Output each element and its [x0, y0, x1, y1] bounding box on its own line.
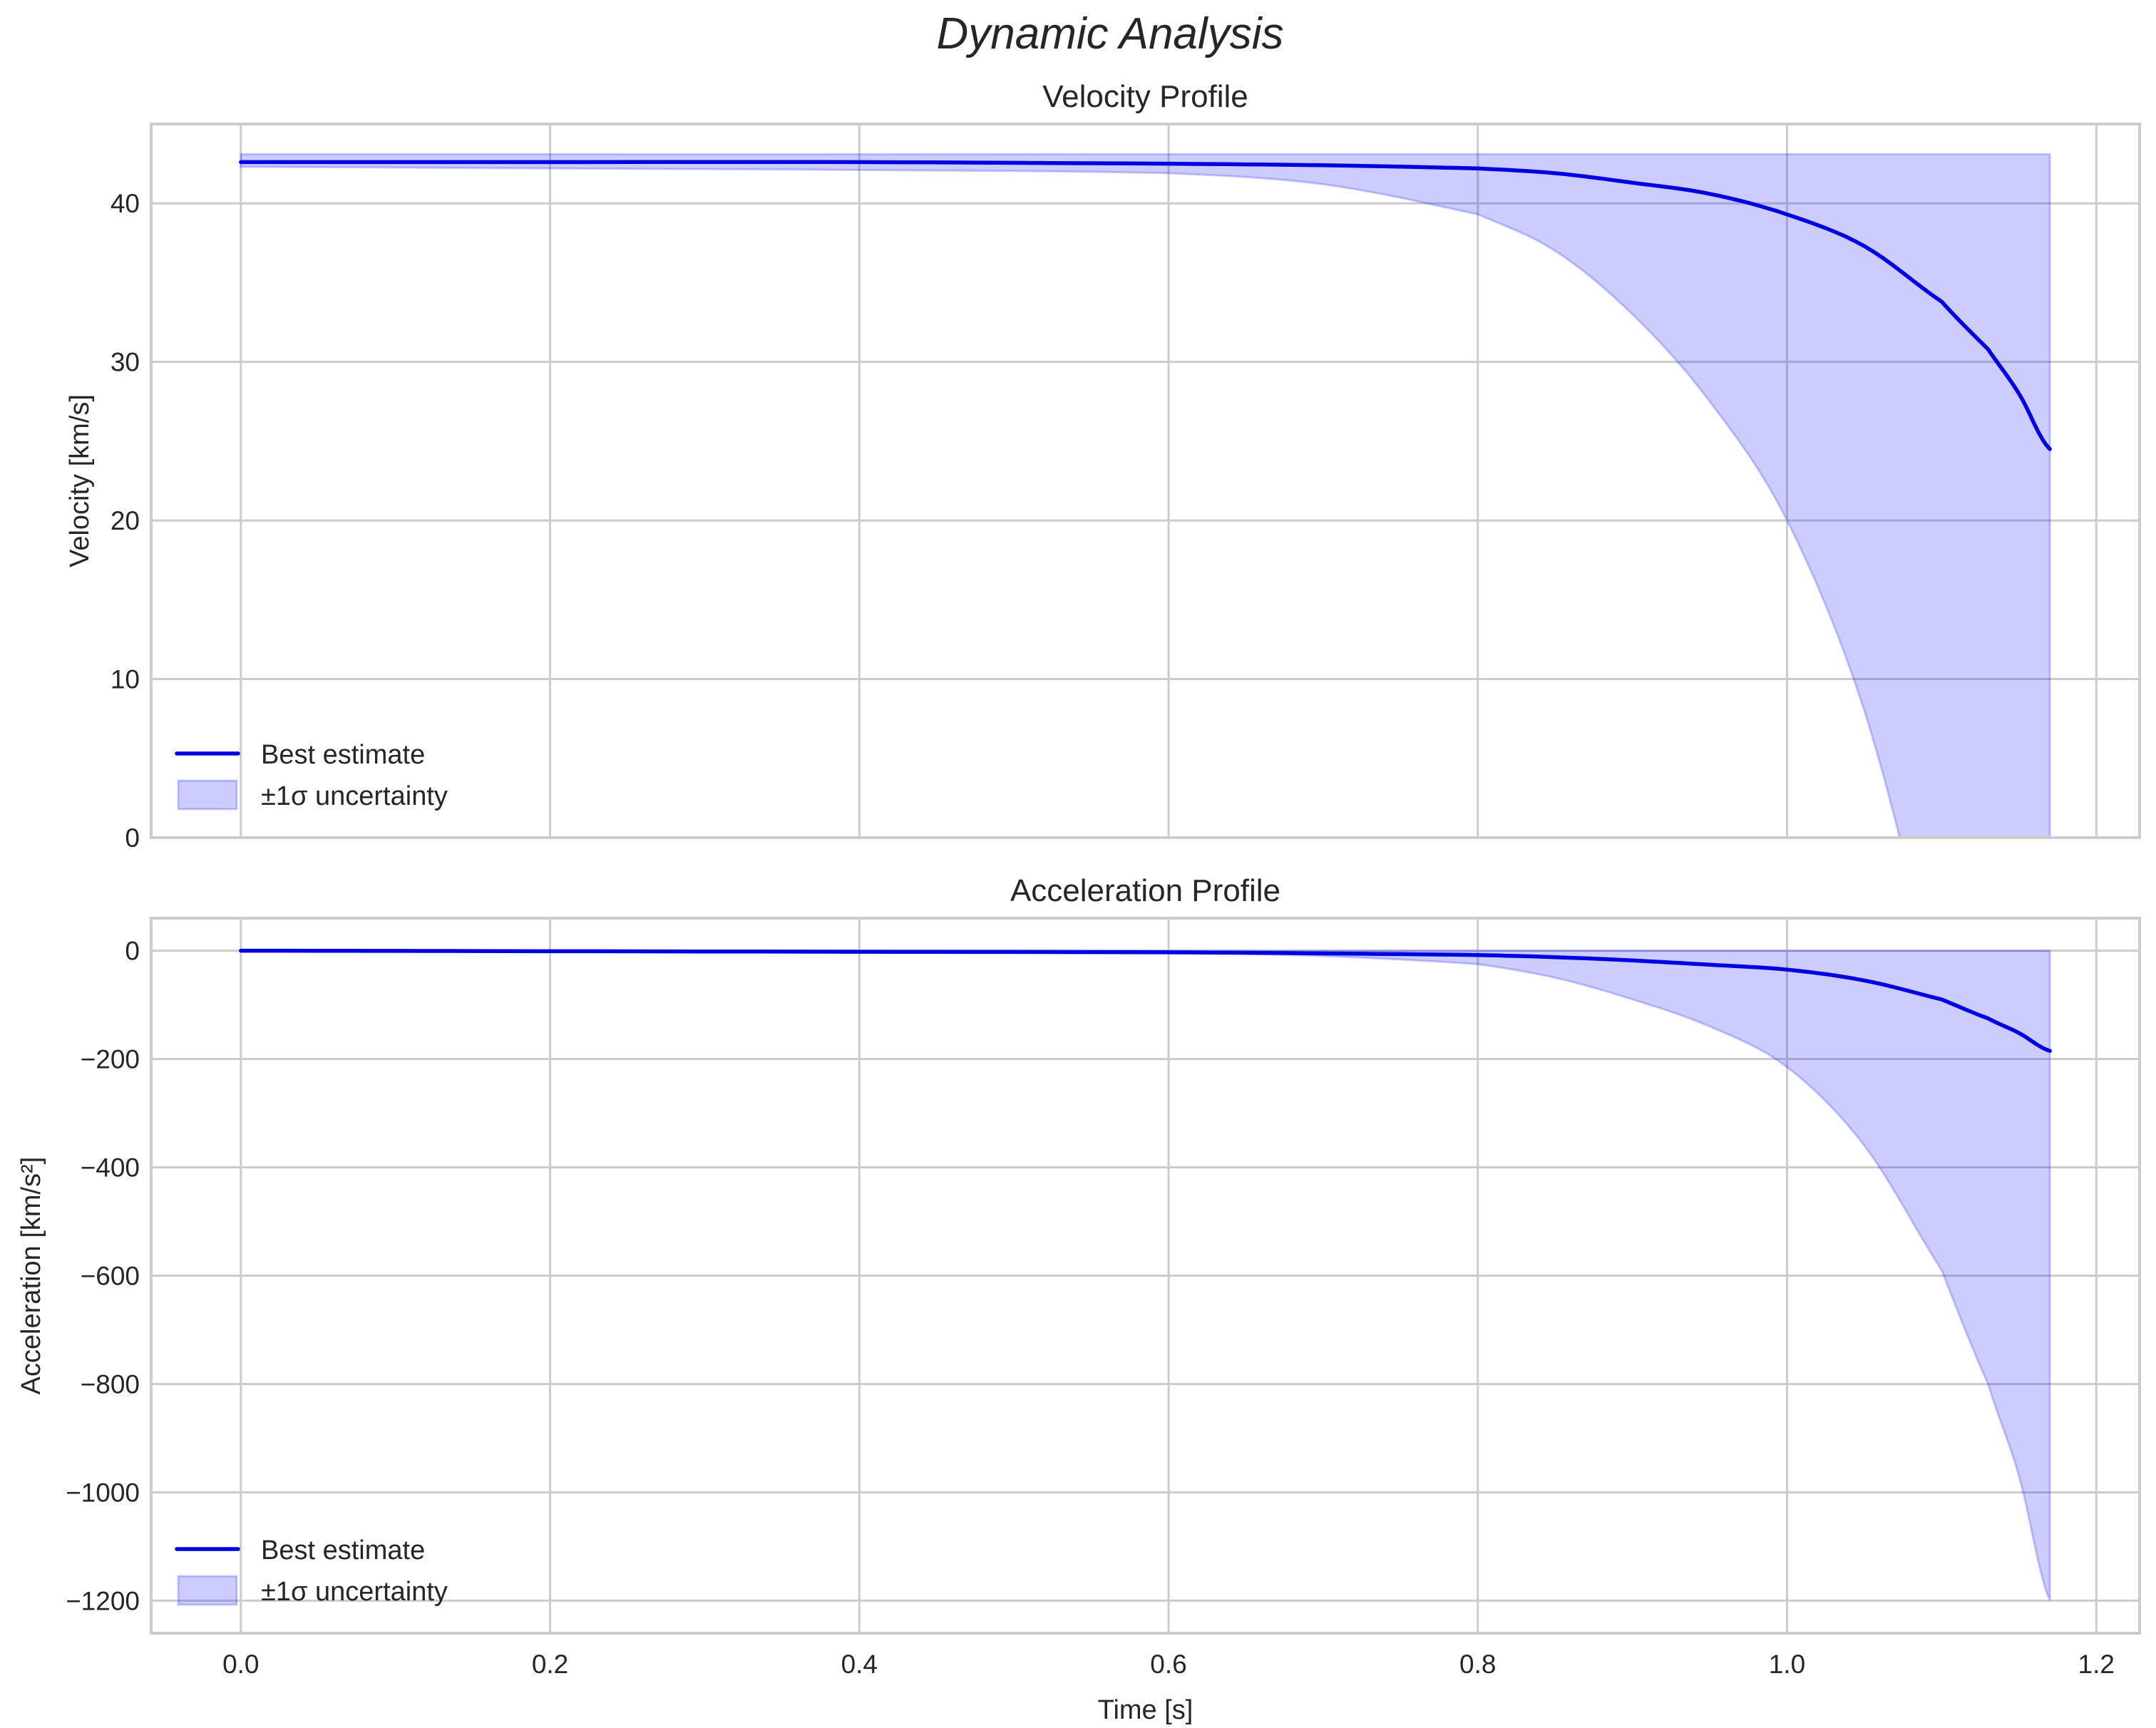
x-tick-label: 1.0	[1769, 1650, 1805, 1679]
subplot-title: Velocity Profile	[1042, 79, 1248, 114]
x-tick-label: 0.4	[841, 1650, 878, 1679]
y-axis-label: Acceleration [km/s²]	[16, 1157, 46, 1395]
legend-label: ±1σ uncertainty	[261, 781, 448, 811]
y-tick-label: −800	[81, 1369, 140, 1399]
acceleration-axes: Acceleration Profile 0 −200 −400 −600 −800 −10…	[16, 873, 2141, 1725]
legend-band-swatch	[177, 1575, 238, 1606]
x-tick-label: 0.8	[1459, 1650, 1496, 1679]
y-tick-label: −1000	[66, 1478, 140, 1507]
x-tick-label: 0.0	[222, 1650, 259, 1679]
uncertainty-band	[240, 950, 2051, 1601]
legend-label: Best estimate	[261, 740, 425, 770]
y-tick-label: −200	[81, 1045, 140, 1074]
y-tick-label: −400	[81, 1153, 140, 1183]
axes-frame	[150, 123, 2141, 839]
legend: Best estimate ±1σ uncertainty	[175, 740, 448, 811]
best-estimate-line	[239, 160, 2052, 451]
y-tick-label: 40	[111, 189, 140, 218]
velocity-axes: Velocity Profile 0 10 20 30 40 Velocity [km/s]…	[65, 79, 2141, 853]
y-tick-label: 10	[111, 665, 140, 694]
y-tick-label: −1200	[66, 1586, 140, 1615]
legend-band-swatch	[177, 779, 238, 811]
figure-title: Dynamic Analysis	[937, 9, 1284, 58]
y-axis-label: Velocity [km/s]	[65, 394, 95, 567]
x-tick-label: 0.2	[532, 1650, 568, 1679]
legend: Best estimate ±1σ uncertainty	[175, 1536, 448, 1607]
y-tick-label: −600	[81, 1262, 140, 1291]
axes-frame	[150, 917, 2141, 1635]
y-tick-label: 0	[125, 937, 140, 966]
best-estimate-line	[239, 948, 2052, 1053]
y-tick-label: 20	[111, 506, 140, 535]
x-tick-label: 0.6	[1150, 1650, 1186, 1679]
uncertainty-band	[240, 153, 2051, 838]
plot-area	[151, 124, 2140, 838]
x-tick-label: 1.2	[2078, 1650, 2115, 1679]
legend-label: ±1σ uncertainty	[261, 1577, 448, 1607]
y-tick-label: 30	[111, 348, 140, 377]
subplot-title: Acceleration Profile	[1010, 873, 1280, 908]
x-axis-label: Time [s]	[1098, 1695, 1194, 1725]
legend-label: Best estimate	[261, 1536, 425, 1565]
y-tick-label: 0	[125, 823, 140, 853]
